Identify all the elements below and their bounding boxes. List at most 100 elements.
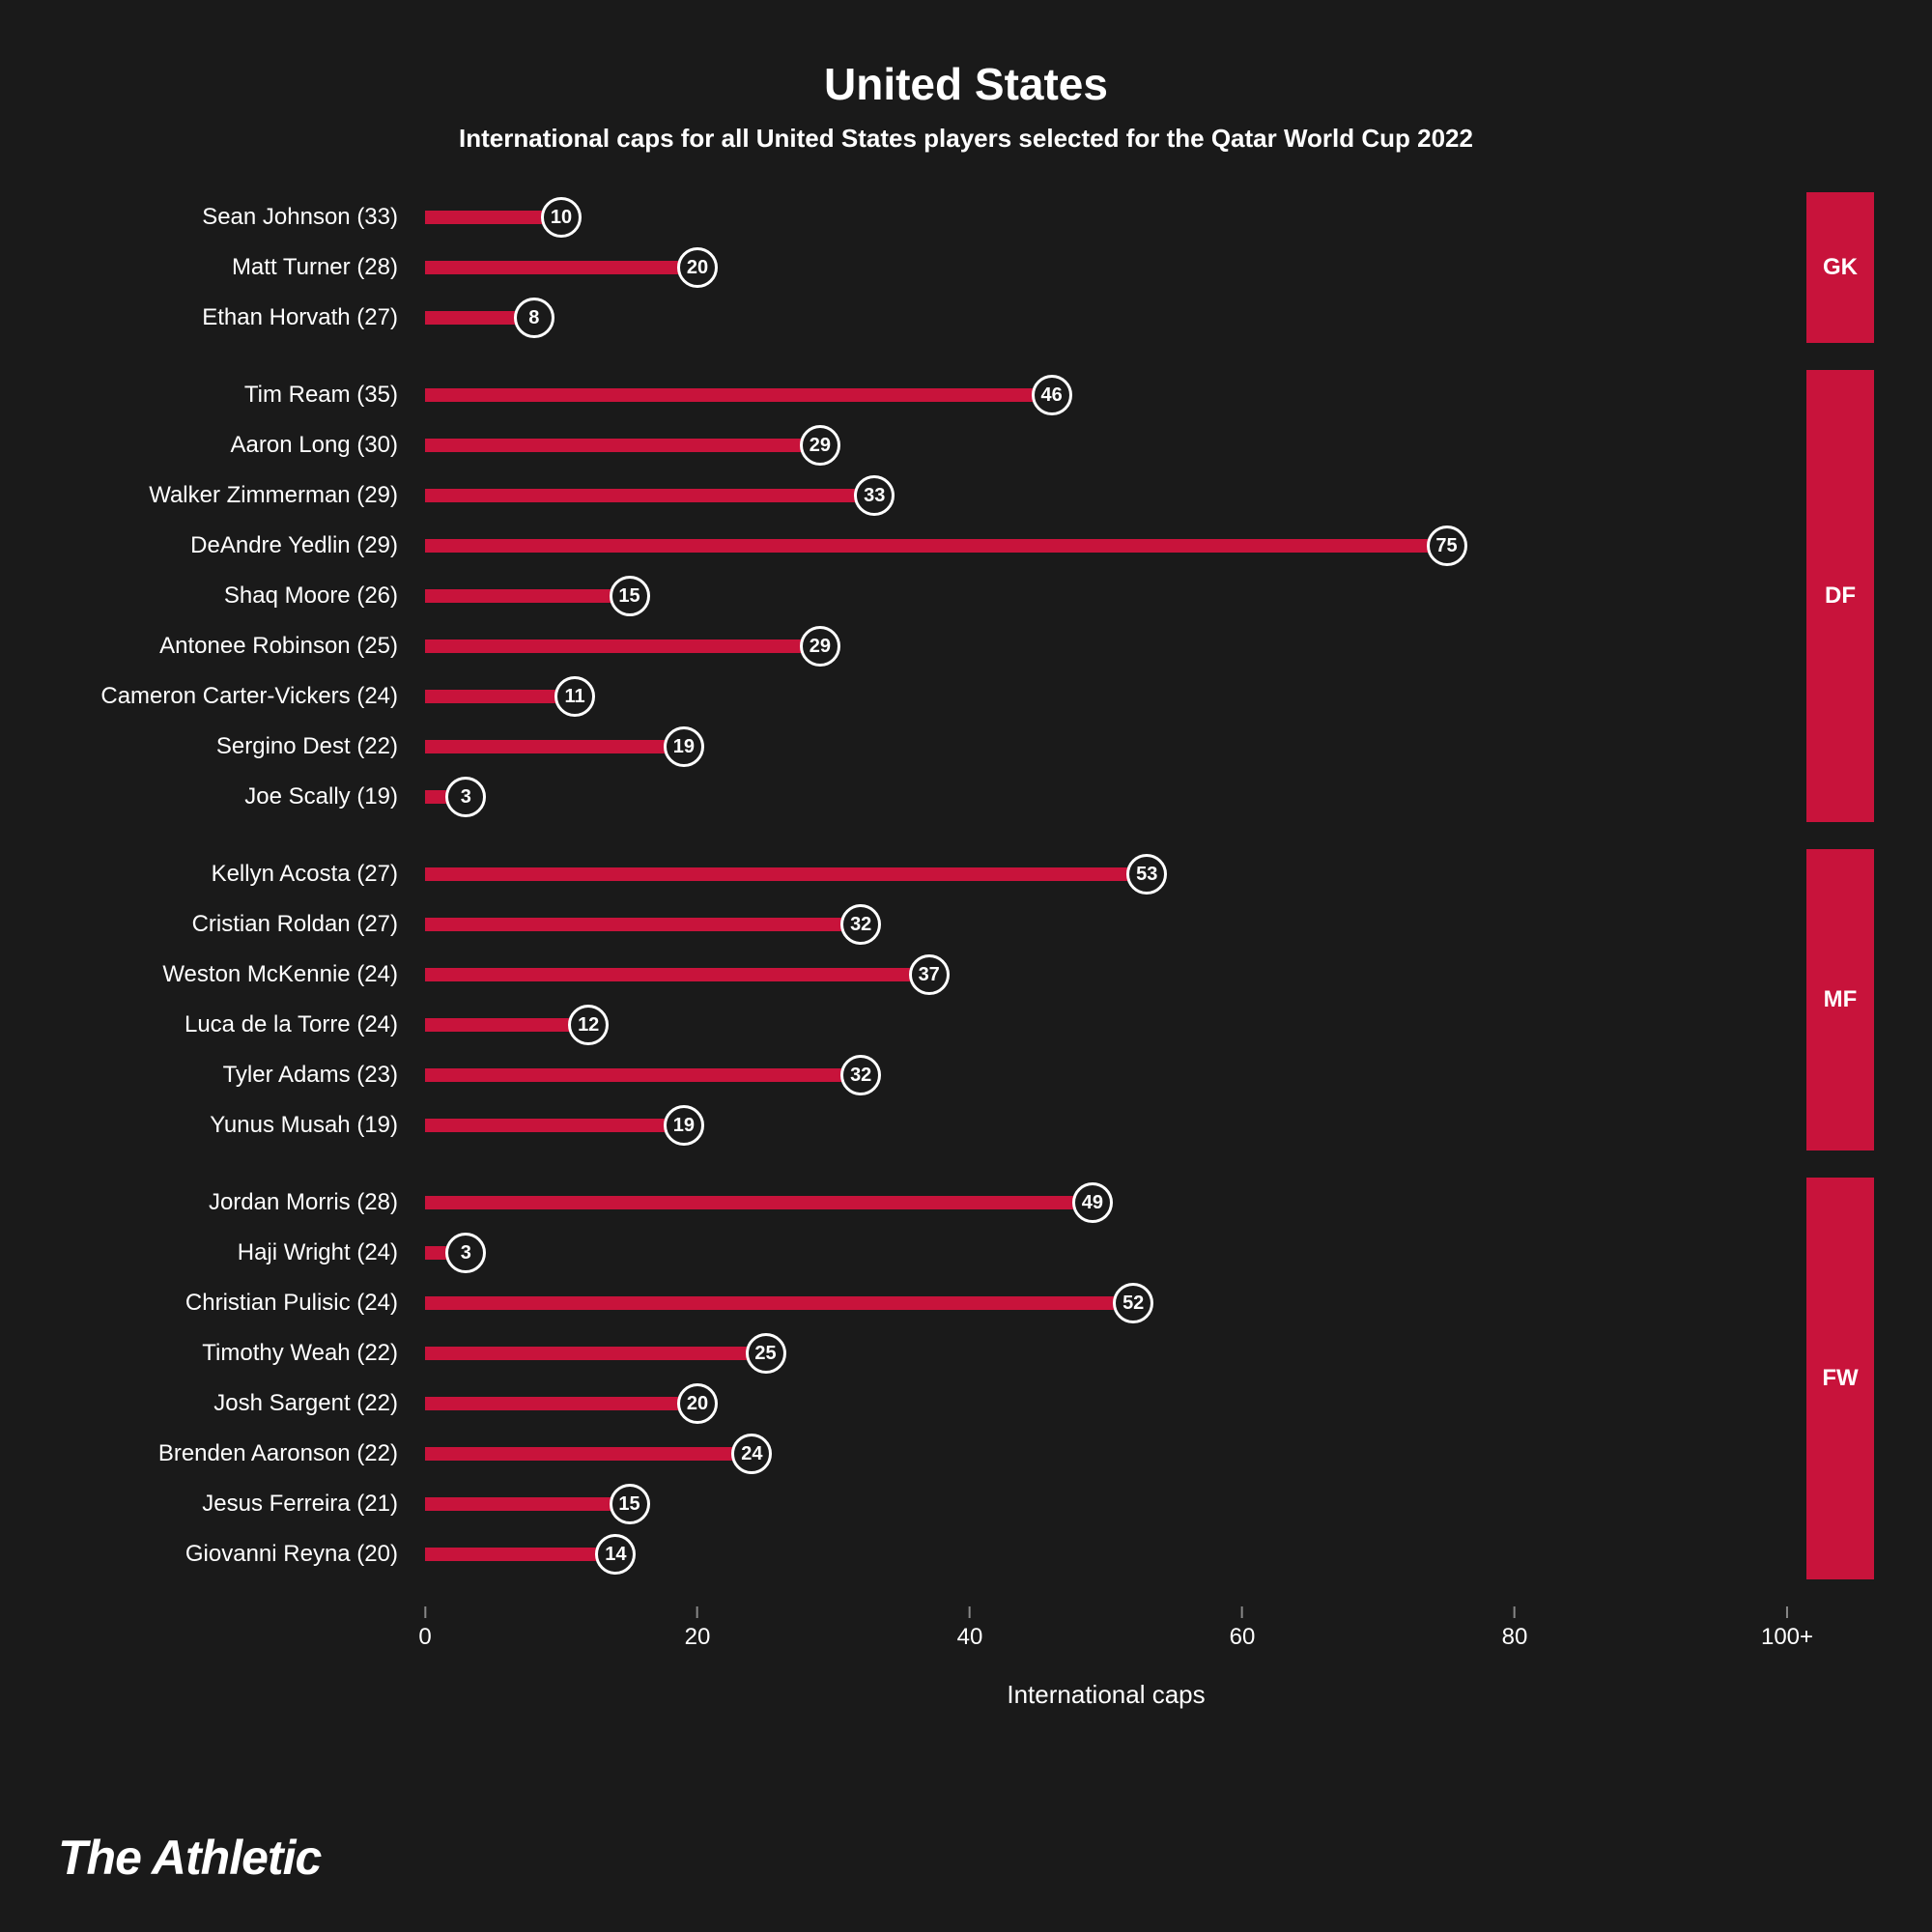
x-tick: 40: [957, 1606, 983, 1651]
caps-marker: 20: [677, 247, 718, 288]
caps-bar: 8: [425, 311, 534, 325]
caps-bar: 32: [425, 918, 861, 931]
caps-marker: 33: [854, 475, 895, 516]
chart-subtitle: International caps for all United States…: [58, 124, 1874, 154]
x-tick-label: 40: [957, 1624, 983, 1651]
player-label: Aaron Long (30): [58, 432, 415, 459]
caps-bar: 20: [425, 1397, 697, 1410]
player-label: Giovanni Reyna (20): [58, 1541, 415, 1568]
caps-marker: 75: [1427, 526, 1467, 566]
caps-bar: 33: [425, 489, 874, 502]
caps-marker: 12: [568, 1005, 609, 1045]
player-label: Weston McKennie (24): [58, 961, 415, 988]
caps-bar: 15: [425, 589, 630, 603]
player-label: Yunus Musah (19): [58, 1112, 415, 1139]
caps-marker: 52: [1113, 1283, 1153, 1323]
caps-marker: 32: [840, 1055, 881, 1095]
x-tick-label: 60: [1230, 1624, 1256, 1651]
caps-marker: 46: [1032, 375, 1072, 415]
caps-bar: 32: [425, 1068, 861, 1082]
x-tick-label: 20: [685, 1624, 711, 1651]
caps-bar: 15: [425, 1497, 630, 1511]
player-label: Walker Zimmerman (29): [58, 482, 415, 509]
caps-marker: 3: [445, 1233, 486, 1273]
caps-marker: 15: [610, 1484, 650, 1524]
bars-column: 1020846293375152911193533237123219493522…: [415, 192, 1806, 1606]
positions-column: GKDFMFFW: [1806, 192, 1874, 1606]
x-tick: 20: [685, 1606, 711, 1651]
x-axis: 020406080100+: [425, 1606, 1787, 1674]
player-label: Luca de la Torre (24): [58, 1011, 415, 1038]
player-label: Shaq Moore (26): [58, 582, 415, 610]
player-label: Haji Wright (24): [58, 1239, 415, 1266]
caps-bar: 20: [425, 261, 697, 274]
caps-marker: 32: [840, 904, 881, 945]
caps-marker: 11: [554, 676, 595, 717]
caps-marker: 8: [514, 298, 554, 338]
caps-marker: 29: [800, 626, 840, 667]
caps-bar: 24: [425, 1447, 752, 1461]
player-label: Jesus Ferreira (21): [58, 1491, 415, 1518]
x-tick: 60: [1230, 1606, 1256, 1651]
x-tick: 0: [418, 1606, 431, 1651]
caps-bar: 75: [425, 539, 1447, 553]
caps-marker: 10: [541, 197, 582, 238]
player-label: Sergino Dest (22): [58, 733, 415, 760]
caps-marker: 24: [731, 1434, 772, 1474]
player-label: Antonee Robinson (25): [58, 633, 415, 660]
caps-bar: 12: [425, 1018, 588, 1032]
caps-marker: 37: [909, 954, 950, 995]
position-block: MF: [1806, 849, 1874, 1151]
player-label: Tyler Adams (23): [58, 1062, 415, 1089]
player-label: Timothy Weah (22): [58, 1340, 415, 1367]
caps-marker: 14: [595, 1534, 636, 1575]
caps-bar: 3: [425, 790, 466, 804]
player-label: Tim Ream (35): [58, 382, 415, 409]
caps-bar: 19: [425, 1119, 684, 1132]
caps-bar: 37: [425, 968, 929, 981]
caps-bar: 3: [425, 1246, 466, 1260]
caps-bar: 52: [425, 1296, 1133, 1310]
caps-marker: 25: [746, 1333, 786, 1374]
player-label: Christian Pulisic (24): [58, 1290, 415, 1317]
brand-logo: The Athletic: [58, 1830, 321, 1886]
x-tick: 100+: [1761, 1606, 1813, 1651]
x-axis-label: International caps: [425, 1680, 1787, 1710]
caps-marker: 19: [664, 1105, 704, 1146]
caps-bar: 29: [425, 639, 820, 653]
chart-area: Sean Johnson (33)Matt Turner (28)Ethan H…: [58, 192, 1874, 1606]
caps-marker: 49: [1072, 1182, 1113, 1223]
caps-bar: 10: [425, 211, 561, 224]
player-label: Jordan Morris (28): [58, 1189, 415, 1216]
labels-column: Sean Johnson (33)Matt Turner (28)Ethan H…: [58, 192, 415, 1606]
player-label: Sean Johnson (33): [58, 204, 415, 231]
caps-marker: 3: [445, 777, 486, 817]
caps-bar: 14: [425, 1548, 615, 1561]
caps-bar: 53: [425, 867, 1147, 881]
caps-bar: 29: [425, 439, 820, 452]
caps-bar: 19: [425, 740, 684, 753]
chart-title: United States: [58, 58, 1874, 110]
caps-bar: 11: [425, 690, 575, 703]
caps-bar: 46: [425, 388, 1052, 402]
caps-marker: 53: [1126, 854, 1167, 895]
caps-marker: 29: [800, 425, 840, 466]
caps-marker: 15: [610, 576, 650, 616]
position-block: DF: [1806, 370, 1874, 822]
player-label: Kellyn Acosta (27): [58, 861, 415, 888]
caps-bar: 25: [425, 1347, 766, 1360]
player-label: Cameron Carter-Vickers (24): [58, 683, 415, 710]
player-label: Ethan Horvath (27): [58, 304, 415, 331]
player-label: DeAndre Yedlin (29): [58, 532, 415, 559]
player-label: Cristian Roldan (27): [58, 911, 415, 938]
caps-marker: 20: [677, 1383, 718, 1424]
x-tick-label: 100+: [1761, 1624, 1813, 1651]
player-label: Brenden Aaronson (22): [58, 1440, 415, 1467]
player-label: Joe Scally (19): [58, 783, 415, 810]
player-label: Josh Sargent (22): [58, 1390, 415, 1417]
caps-bar: 49: [425, 1196, 1093, 1209]
x-tick-label: 80: [1502, 1624, 1528, 1651]
caps-marker: 19: [664, 726, 704, 767]
x-tick: 80: [1502, 1606, 1528, 1651]
position-block: FW: [1806, 1178, 1874, 1579]
